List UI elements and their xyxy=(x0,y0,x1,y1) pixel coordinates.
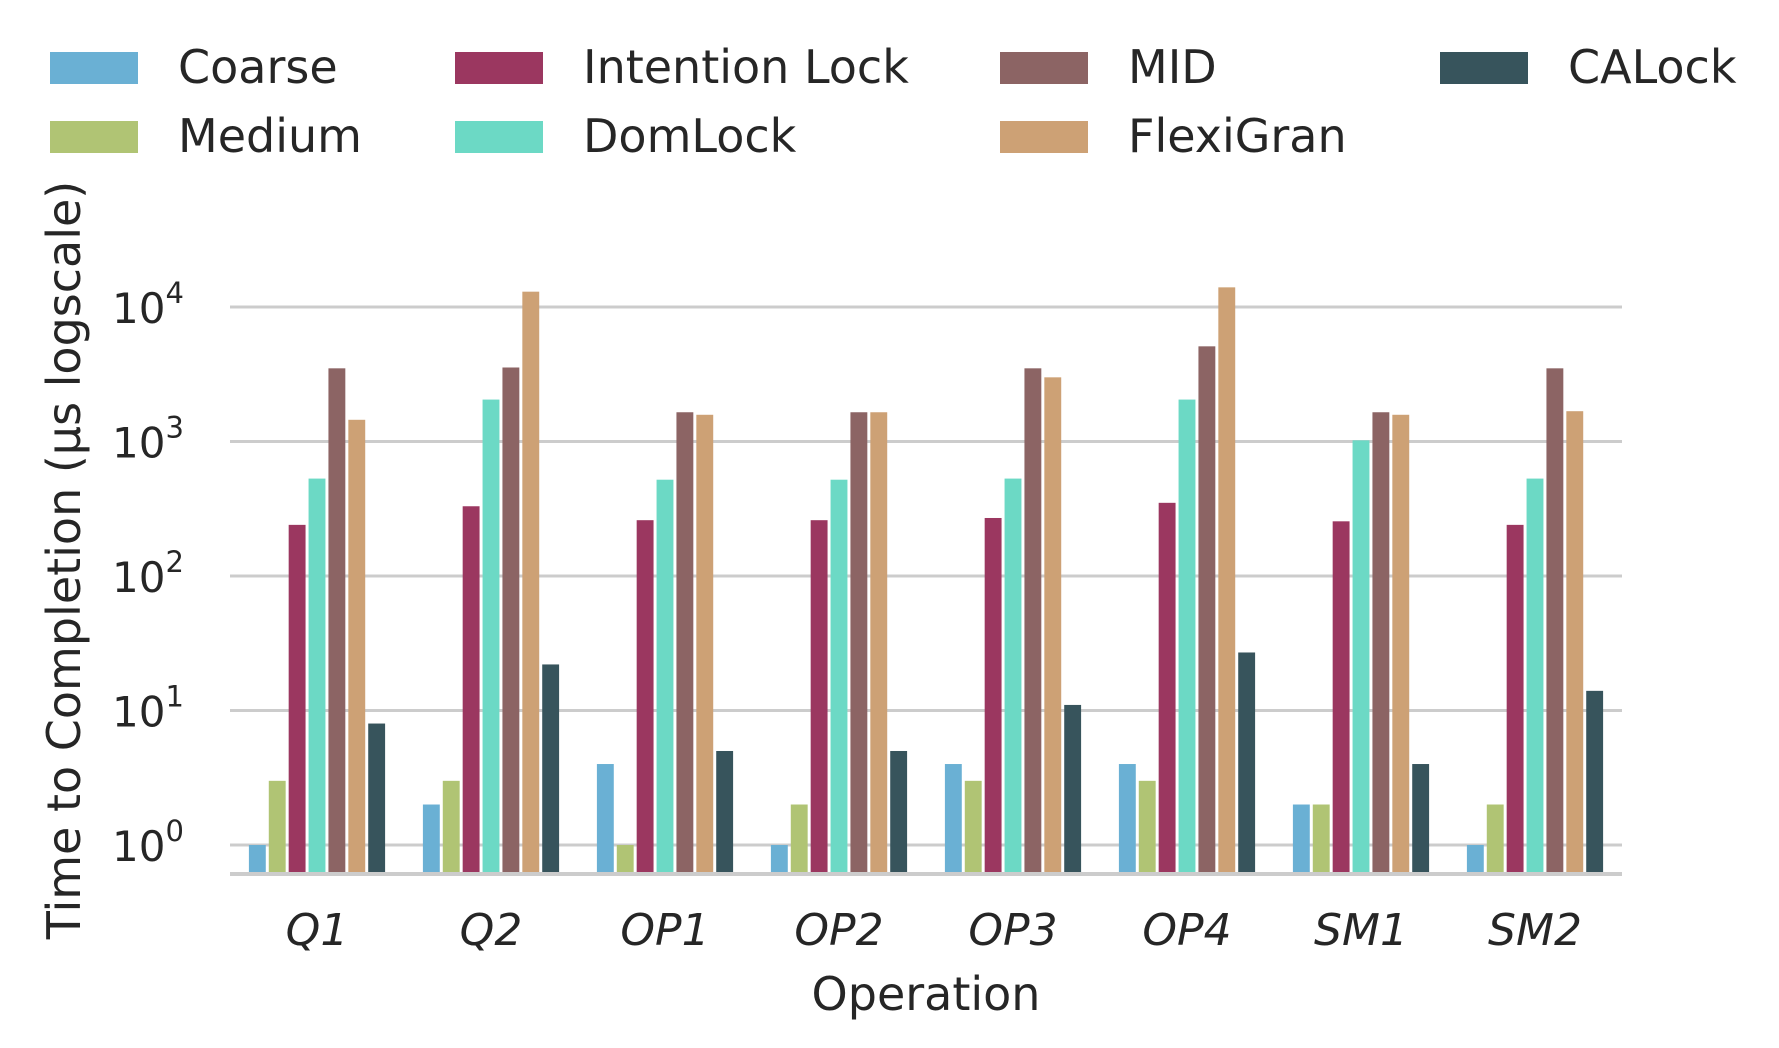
bar-flexigran-sm1 xyxy=(1392,414,1410,874)
bar-medium-sm1 xyxy=(1312,804,1330,874)
bar-flexigran-op1 xyxy=(696,414,714,874)
bar-intention-lock-sm1 xyxy=(1332,521,1350,874)
bar-intention-lock-q1 xyxy=(288,524,306,874)
bar-mid-op3 xyxy=(1024,368,1042,874)
legend-label: DomLock xyxy=(583,109,797,163)
bar-flexigran-op3 xyxy=(1044,377,1062,874)
legend-swatch xyxy=(1440,52,1528,84)
bar-flexigran-q1 xyxy=(348,419,366,874)
x-tick-label: OP2 xyxy=(794,905,883,956)
bar-domlock-op1 xyxy=(656,479,674,874)
legend-swatch xyxy=(1000,121,1088,153)
bar-calock-q1 xyxy=(368,723,386,874)
bar-medium-op2 xyxy=(790,804,808,874)
legend-item-medium: Medium xyxy=(50,109,362,163)
bar-coarse-op4 xyxy=(1118,764,1136,874)
legend-swatch xyxy=(1000,52,1088,84)
legend-swatch xyxy=(455,121,543,153)
bar-calock-q2 xyxy=(542,664,560,874)
bar-domlock-op2 xyxy=(830,479,848,874)
bar-domlock-op4 xyxy=(1178,399,1196,874)
bar-calock-op4 xyxy=(1238,652,1256,874)
x-tick-label: OP3 xyxy=(968,905,1057,956)
bar-calock-sm2 xyxy=(1586,690,1604,874)
legend-item-coarse: Coarse xyxy=(50,40,338,94)
bar-calock-op1 xyxy=(716,750,734,874)
bar-coarse-sm2 xyxy=(1466,845,1484,874)
bars xyxy=(248,287,1604,875)
gridlines xyxy=(230,305,1622,847)
bar-flexigran-op2 xyxy=(870,412,888,874)
legend-label: Coarse xyxy=(178,40,338,94)
bar-coarse-sm1 xyxy=(1292,804,1310,874)
bar-mid-op4 xyxy=(1198,346,1216,875)
legend-swatch xyxy=(50,121,138,153)
legend: Coarse Medium Intention Lock DomLock MID Flex… xyxy=(50,40,1737,163)
bar-medium-sm2 xyxy=(1486,804,1504,874)
x-tick-label: Q2 xyxy=(460,905,523,956)
legend-label: Medium xyxy=(178,109,362,163)
x-tick-label: OP4 xyxy=(1142,905,1231,956)
y-tick-label: 104 xyxy=(112,276,184,333)
legend-label: MID xyxy=(1128,40,1217,94)
bar-coarse-op2 xyxy=(770,845,788,874)
bar-coarse-q2 xyxy=(422,804,440,874)
bar-intention-lock-q2 xyxy=(462,506,480,874)
bar-flexigran-op4 xyxy=(1218,287,1236,874)
bar-medium-op4 xyxy=(1138,780,1156,874)
bar-coarse-op1 xyxy=(596,764,614,874)
y-axis-label: Time to Completion (μs logscale) xyxy=(37,181,91,940)
bar-medium-op1 xyxy=(616,845,634,874)
bar-calock-op2 xyxy=(890,750,908,874)
bar-intention-lock-op2 xyxy=(810,520,828,874)
bar-intention-lock-op1 xyxy=(636,520,654,874)
y-tick-label: 103 xyxy=(112,411,184,468)
bar-domlock-q2 xyxy=(482,399,500,874)
legend-swatch xyxy=(455,52,543,84)
bar-mid-sm1 xyxy=(1372,412,1390,874)
bar-medium-q2 xyxy=(442,780,460,874)
bar-mid-op1 xyxy=(676,412,694,874)
legend-label: Intention Lock xyxy=(583,40,909,94)
legend-label: FlexiGran xyxy=(1128,109,1347,163)
x-axis-label: Operation xyxy=(812,967,1041,1021)
x-tick-labels: Q1 Q2 OP1 OP2 OP3 OP4 SM1 SM2 xyxy=(286,905,1582,956)
x-tick-label: OP1 xyxy=(620,905,709,956)
bar-calock-op3 xyxy=(1064,704,1082,874)
bar-intention-lock-sm2 xyxy=(1506,524,1524,874)
bar-intention-lock-op3 xyxy=(984,517,1002,874)
bar-medium-q1 xyxy=(268,780,286,874)
bar-mid-q2 xyxy=(502,367,520,874)
x-tick-label: Q1 xyxy=(286,905,349,956)
bar-coarse-op3 xyxy=(944,764,962,874)
bar-coarse-q1 xyxy=(248,845,266,874)
y-tick-labels: 100 101 102 103 104 xyxy=(112,276,184,871)
y-tick-label: 101 xyxy=(112,680,184,737)
y-tick-label: 100 xyxy=(112,814,184,871)
bar-calock-sm1 xyxy=(1412,764,1430,874)
y-tick-label: 102 xyxy=(112,545,184,602)
bar-domlock-op3 xyxy=(1004,478,1022,874)
bar-flexigran-q2 xyxy=(522,291,540,874)
bar-flexigran-sm2 xyxy=(1566,411,1584,874)
x-tick-label: SM2 xyxy=(1488,905,1582,956)
bar-domlock-sm1 xyxy=(1352,440,1370,874)
bar-domlock-sm2 xyxy=(1526,478,1544,874)
bar-medium-op3 xyxy=(964,780,982,874)
bar-mid-q1 xyxy=(328,368,346,874)
legend-item-calock: CALock xyxy=(1440,40,1737,94)
x-tick-label: SM1 xyxy=(1314,905,1408,956)
legend-item-domlock: DomLock xyxy=(455,109,797,163)
bar-intention-lock-op4 xyxy=(1158,502,1176,874)
bar-mid-op2 xyxy=(850,412,868,874)
legend-label: CALock xyxy=(1568,40,1737,94)
legend-swatch xyxy=(50,52,138,84)
legend-item-flexigran: FlexiGran xyxy=(1000,109,1347,163)
legend-item-mid: MID xyxy=(1000,40,1217,94)
bar-mid-sm2 xyxy=(1546,368,1564,874)
legend-item-intention-lock: Intention Lock xyxy=(455,40,909,94)
bar-domlock-q1 xyxy=(308,478,326,874)
